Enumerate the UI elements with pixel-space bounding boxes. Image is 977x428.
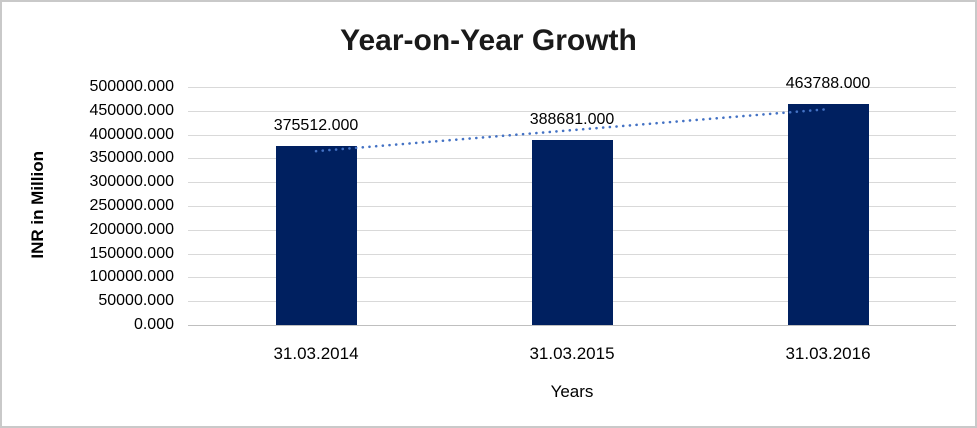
y-tick-label: 150000.000 xyxy=(89,244,174,262)
chart-title: Year-on-Year Growth xyxy=(340,24,637,57)
bar-data-label: 388681.000 xyxy=(529,111,615,128)
bar-31.03.2015 xyxy=(531,140,613,325)
bar-data-label: 375512.000 xyxy=(273,117,359,135)
x-tick-label: 31.03.2015 xyxy=(529,344,615,363)
y-tick-label: 200000.000 xyxy=(89,220,174,238)
y-tick-label: 0.000 xyxy=(133,316,174,333)
y-tick-label: 250000.000 xyxy=(89,197,174,214)
trendline xyxy=(314,107,830,153)
y-tick-label: 400000.000 xyxy=(89,125,174,143)
x-axis-title: Years xyxy=(550,382,594,401)
y-tick-label: 350000.000 xyxy=(89,149,174,167)
x-tick-label: 31.03.2014 xyxy=(273,344,359,363)
y-tick-label: 500000.000 xyxy=(89,78,174,95)
bar-31.03.2016 xyxy=(787,104,869,325)
plot-area: 375512.000 388681.000 463788.000 xyxy=(188,75,956,326)
gridline xyxy=(188,87,956,88)
y-tick-label: 100000.000 xyxy=(89,268,174,286)
y-tick-label: 300000.000 xyxy=(89,173,174,191)
gridline xyxy=(188,134,956,136)
bar-31.03.2014 xyxy=(275,146,357,325)
x-tick-label: 31.03.2016 xyxy=(785,344,871,363)
bar-data-label: 463788.000 xyxy=(785,75,871,93)
y-tick-label: 450000.000 xyxy=(89,101,174,119)
gridline xyxy=(188,110,956,112)
y-tick-label: 50000.000 xyxy=(98,292,174,310)
